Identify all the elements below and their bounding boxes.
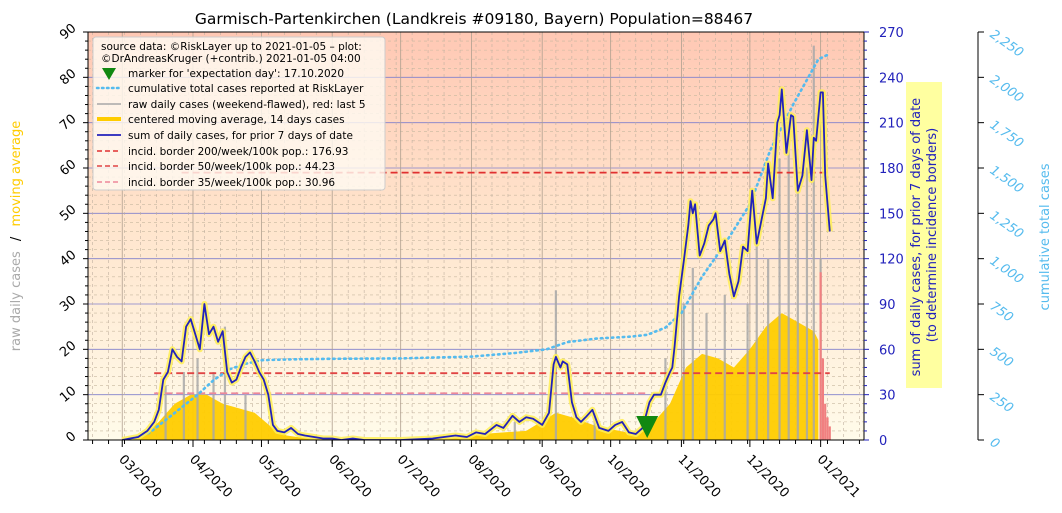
- legend-entry-weekly: sum of daily cases, for prior 7 days of …: [128, 130, 353, 142]
- right-y-tick-label: 270: [879, 26, 904, 41]
- legend-entry-marker: marker for 'expectation day': 17.10.2020: [128, 68, 344, 80]
- cumulative-y-tick-label: 2,000: [987, 72, 1026, 106]
- cumulative-y-tick-label: 250: [987, 390, 1016, 417]
- legend-entry-ma: centered moving average, 14 days cases: [128, 114, 345, 126]
- right-axis-label-line1: sum of daily cases, for prior 7 days of …: [909, 98, 924, 377]
- right-y-tick-label: 0: [879, 434, 887, 449]
- right-y-axis-weekly: 0 30 60 90 120 150 180 210 240 270: [864, 26, 904, 449]
- left-y-tick-label: 70: [57, 112, 79, 134]
- legend-box: [92, 36, 386, 191]
- x-tick-label: 08/2020: [465, 452, 514, 501]
- expectation-day-marker-group: [636, 416, 659, 438]
- left-axis-label: raw daily cases / moving average: [9, 121, 24, 351]
- legend-entry-border200: incid. border 200/week/100k pop.: 176.93: [128, 146, 348, 158]
- legend-source-line2: ©DrAndreasKruger (+contrib.) 2021-01-05 …: [101, 53, 361, 65]
- x-tick-label: 11/2020: [675, 452, 724, 501]
- right-y-tick-label: 30: [879, 389, 896, 404]
- chart-title: Garmisch-Partenkirchen (Landkreis #09180…: [195, 10, 753, 28]
- cumulative-y-tick-label: 2,250: [987, 27, 1026, 61]
- weekly-sum-series: [121, 86, 833, 440]
- x-tick-label: 03/2020: [115, 452, 164, 501]
- left-axis-label-raw: raw daily cases: [9, 251, 24, 351]
- right-y-tick-label: 240: [879, 71, 904, 86]
- incidence-borders: [154, 171, 830, 395]
- right-axis-label-line2: (to determine incidence borders): [925, 128, 940, 343]
- right-y-axis-cumulative: 0 250 500 750 1,000 1,250 1,500 1,750 2,000 2,250: [978, 27, 1026, 452]
- x-axis: 03/2020 04/2020 05/2020 06/2020 07/2020 08/20…: [92, 440, 863, 501]
- cumulative-line: [125, 52, 832, 440]
- cumulative-y-tick-label: 1,750: [987, 118, 1026, 152]
- right-y-tick-label: 210: [879, 117, 904, 132]
- left-y-tick-label: 10: [57, 384, 79, 406]
- legend-entry-raw: raw daily cases (weekend-flawed), red: l…: [128, 99, 366, 111]
- right-axis-label-box: [906, 82, 942, 388]
- left-y-tick-label: 30: [57, 293, 79, 315]
- cumulative-y-tick-label: 1,500: [987, 163, 1026, 197]
- left-y-axis: 0 10 20 30 40 50 60 70 80 90: [57, 21, 88, 446]
- right-axis-label-cumulative: cumulative total cases: [1038, 163, 1053, 310]
- x-tick-label: 01/2021: [814, 452, 863, 501]
- x-tick-label: 09/2020: [535, 452, 584, 501]
- right-axis-label-cumulative-text: cumulative total cases: [1038, 163, 1053, 310]
- left-y-tick-label: 50: [57, 202, 79, 224]
- legend-entry-border35: incid. border 35/week/100k pop.: 30.96: [128, 177, 335, 189]
- cumulative-y-tick-label: 1,000: [987, 254, 1026, 288]
- left-y-tick-label: 40: [57, 248, 79, 270]
- x-tick-label: 07/2020: [394, 452, 443, 501]
- right-y-tick-label: 90: [879, 298, 896, 313]
- left-y-tick-label: 80: [57, 66, 79, 88]
- right-y-tick-label: 120: [879, 253, 904, 268]
- legend-source-line1: source data: ©RiskLayer up to 2021-01-05…: [101, 41, 362, 53]
- x-tick-label: 12/2020: [743, 452, 792, 501]
- legend: source data: ©RiskLayer up to 2021-01-05…: [92, 36, 386, 191]
- legend-entry-border50: incid. border 50/week/100k pop.: 44.23: [128, 161, 335, 173]
- cumulative-series: [125, 52, 832, 440]
- moving-average-area: [122, 313, 819, 440]
- weekly-sum-line: [122, 88, 831, 440]
- x-tick-label: 10/2020: [604, 452, 653, 501]
- expectation-day-marker: [636, 416, 659, 438]
- cumulative-y-tick-label: 0: [987, 435, 1002, 452]
- left-axis-label-avg: moving average: [9, 121, 24, 227]
- cumulative-y-tick-label: 500: [987, 344, 1016, 371]
- right-y-tick-label: 60: [879, 343, 896, 358]
- svg-text:sum of daily cases, for prior: sum of daily cases, for prior 7 days of …: [909, 94, 940, 377]
- x-tick-label: 06/2020: [325, 452, 374, 501]
- right-axis-label-weekly: sum of daily cases, for prior 7 days of …: [909, 94, 940, 377]
- left-axis-label-sep: /: [9, 236, 24, 241]
- legend-marker-swatch: [102, 68, 116, 80]
- legend-entry-cumulative: cumulative total cases reported at RiskL…: [128, 83, 364, 95]
- left-y-tick-label: 90: [57, 21, 79, 43]
- left-y-tick-label: 0: [63, 429, 79, 446]
- right-y-tick-label: 180: [879, 162, 904, 177]
- right-y-tick-label: 150: [879, 207, 904, 222]
- x-tick-label: 05/2020: [255, 452, 304, 501]
- cumulative-y-tick-label: 1,250: [987, 208, 1026, 242]
- cumulative-y-tick-label: 750: [987, 299, 1016, 326]
- x-tick-label: 04/2020: [186, 452, 235, 501]
- moving-average-series: [122, 313, 819, 440]
- svg-text:raw daily cases /: raw daily cases / moving average: [9, 121, 24, 351]
- left-y-tick-label: 60: [57, 157, 79, 179]
- left-y-tick-label: 20: [57, 338, 79, 360]
